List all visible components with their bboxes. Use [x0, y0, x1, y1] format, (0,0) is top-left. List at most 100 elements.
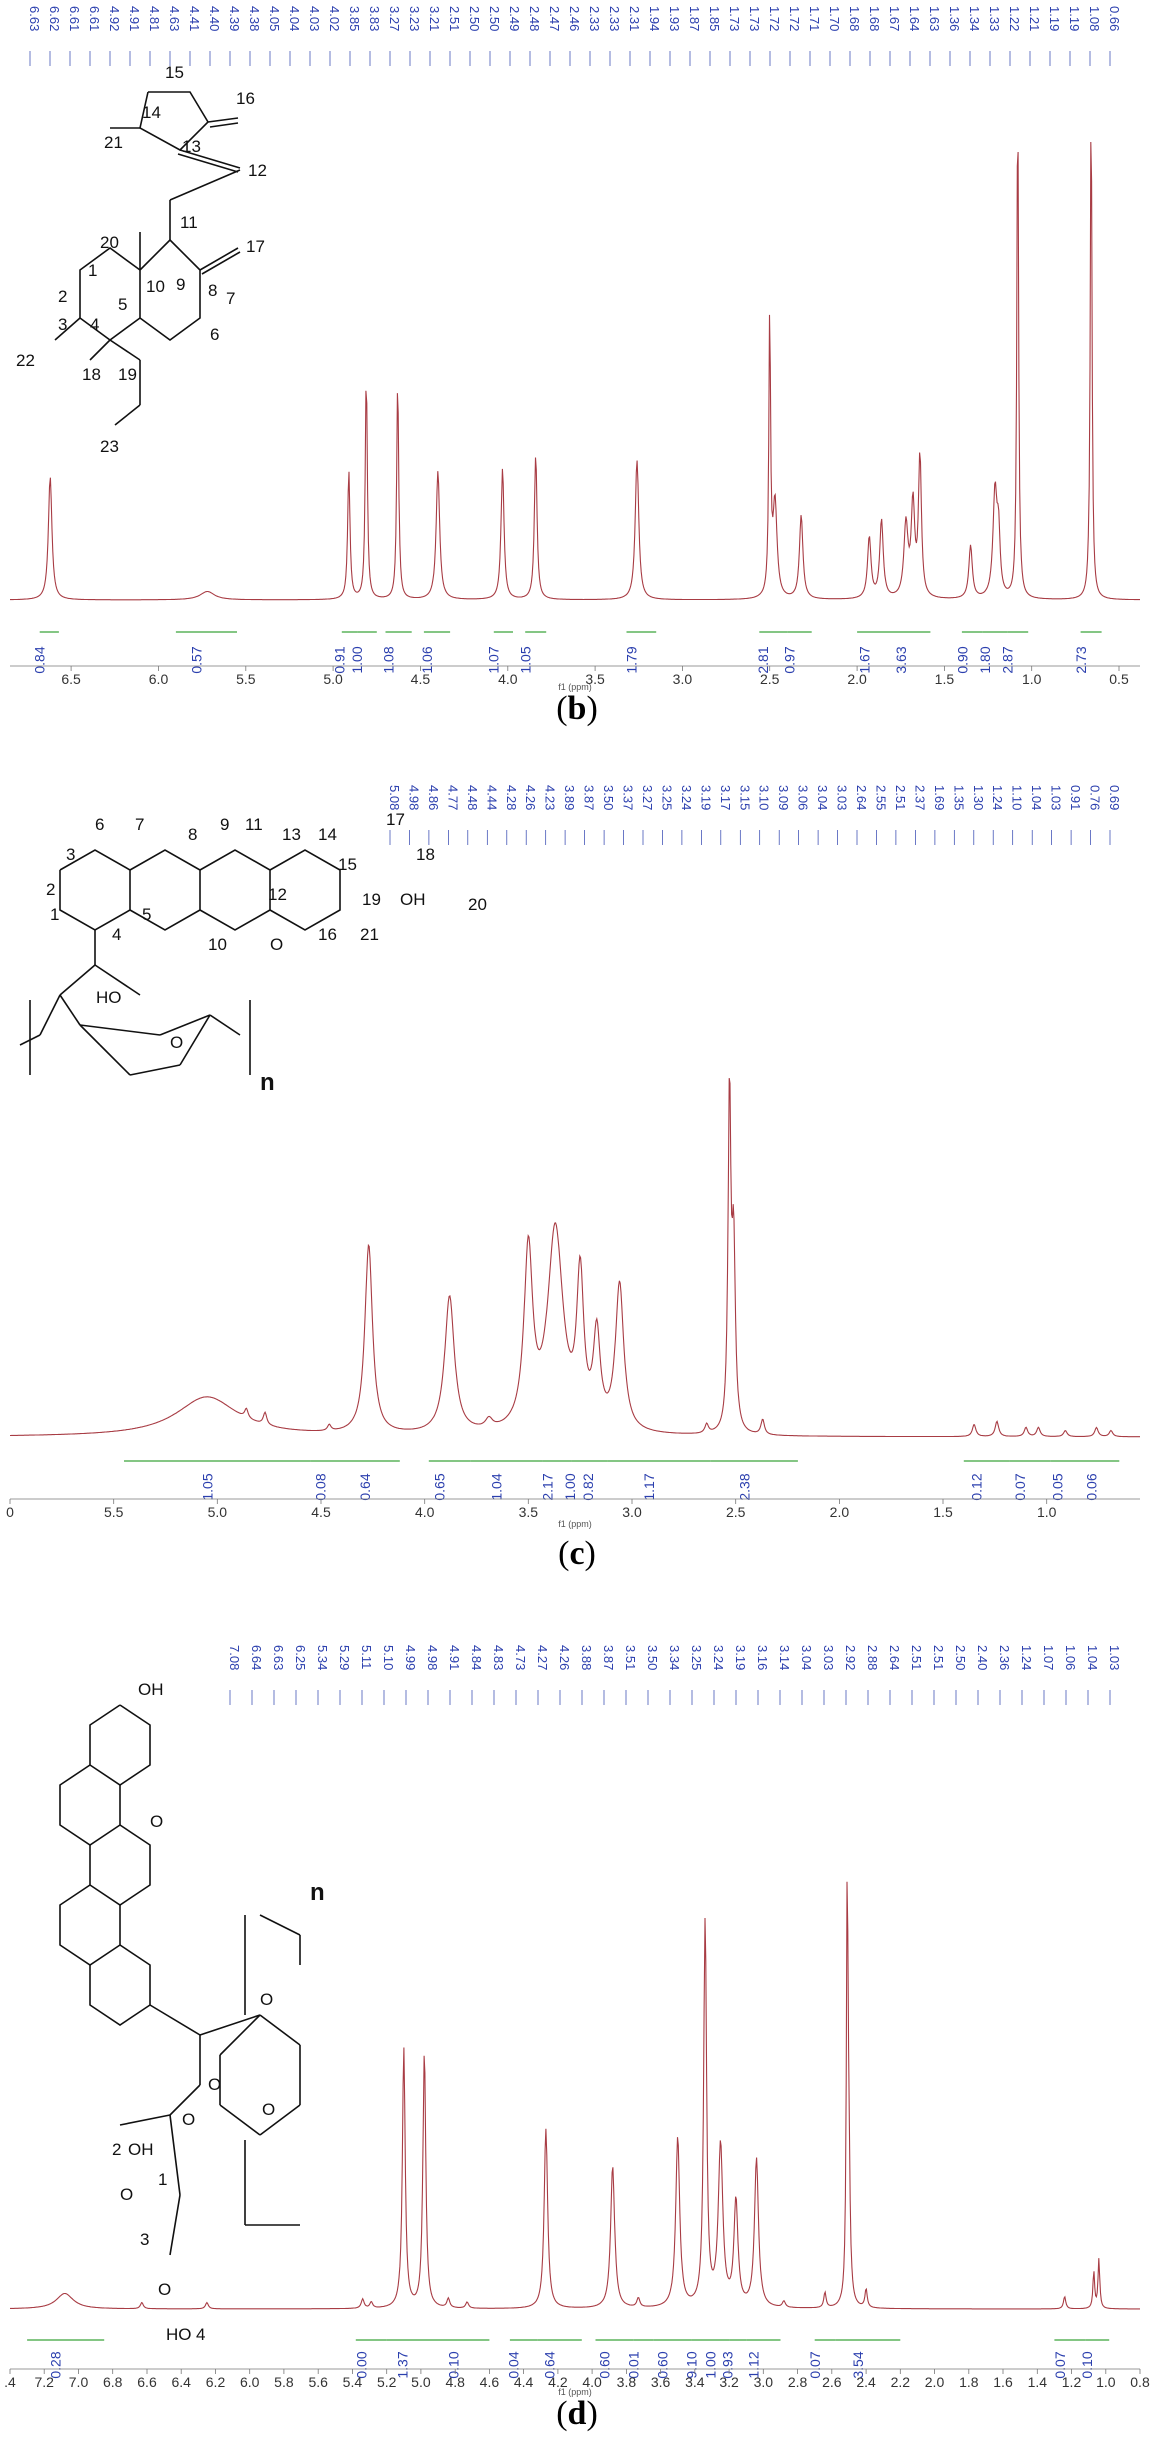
peak-label: 5.29 [337, 1645, 352, 1670]
peak-label: 1.24 [1019, 1645, 1034, 1670]
peak-label: 1.35 [951, 785, 966, 810]
x-tick-label: 4.5 [411, 671, 431, 687]
atom-label: 12 [268, 885, 287, 904]
x-tick-label: 5.0 [411, 2374, 431, 2390]
atom-label: 19 [362, 890, 381, 909]
peak-label: 4.02 [327, 6, 342, 31]
peak-label: 4.98 [407, 785, 422, 810]
integral-value: 1.06 [419, 646, 435, 673]
atom-label: 11 [245, 815, 263, 834]
atom-label: 8 [188, 825, 197, 844]
x-tick-label: 3.0 [673, 671, 693, 687]
integral-value: 1.67 [857, 646, 873, 673]
peak-label: 1.93 [667, 6, 682, 31]
peak-label: 1.21 [1027, 6, 1042, 31]
integral-value: 0.82 [580, 1473, 596, 1500]
peak-label: 1.87 [687, 6, 702, 31]
peak-label: 4.91 [447, 1645, 462, 1670]
x-tick-label: 5.0 [323, 671, 343, 687]
peak-label: 2.31 [627, 6, 642, 31]
x-axis-label: f1 (ppm) [558, 682, 592, 692]
caption-b: (b) [556, 690, 598, 727]
peak-label: 5.34 [315, 1645, 330, 1670]
peak-label: 2.55 [874, 785, 889, 810]
peak-label: 3.50 [645, 1645, 660, 1670]
atom-label: 15 [338, 855, 357, 874]
peak-label: 1.73 [747, 6, 762, 31]
x-tick-label: 5.0 [208, 1504, 228, 1520]
integral-value: 0.07 [1052, 2351, 1068, 2378]
spectrum-panel-d: OH O n O O O O 2 OH 1 O 3 O HO 4 7.08 6.6… [0, 1595, 1154, 2452]
peak-label: 4.83 [491, 1645, 506, 1670]
atom-label: 18 [82, 365, 101, 384]
peak-label: 6.63 [271, 1645, 286, 1670]
integral-value: 0.60 [596, 2351, 612, 2378]
peak-label: 6.61 [67, 6, 82, 31]
peak-label: 2.92 [843, 1645, 858, 1670]
integral-value: 0.84 [31, 646, 47, 673]
x-axis-label: f1 (ppm) [558, 2387, 592, 2397]
peak-label: 6.62 [47, 6, 62, 31]
integral-value: 0.90 [954, 646, 970, 673]
peak-label: 3.09 [776, 785, 791, 810]
peak-label: 1.08 [1087, 6, 1102, 31]
peak-label: 1.71 [807, 6, 822, 31]
atom-label: 19 [118, 365, 137, 384]
atom-label: 18 [416, 845, 435, 864]
atom-label: 17 [386, 810, 405, 829]
x-tick-label: 4.0 [582, 2374, 602, 2390]
atom-label: 3 [66, 845, 75, 864]
integral-value: 0.07 [807, 2351, 823, 2378]
integral-value: 0.91 [332, 646, 348, 673]
integral-value: 2.87 [1000, 646, 1016, 673]
atom-label: 21 [360, 925, 379, 944]
spectrum-trace [10, 141, 1140, 601]
atom-label: 17 [246, 237, 265, 256]
integral-value: 1.80 [977, 646, 993, 673]
integral-value: 0.93 [720, 2351, 736, 2378]
peak-label: 4.48 [465, 785, 480, 810]
x-tick-label: 1.5 [933, 1504, 953, 1520]
x-tick-label: 4.0 [498, 671, 518, 687]
peak-label: 4.26 [523, 785, 538, 810]
atom-label: OH [400, 890, 426, 909]
integral-value: 1.17 [641, 1473, 657, 1500]
x-tick-label: 3.0 [622, 1504, 642, 1520]
peak-label: 3.03 [821, 1645, 836, 1670]
x-tick-label: 3.5 [585, 671, 605, 687]
peak-label: 0.91 [1068, 785, 1083, 810]
peak-label: 4.91 [127, 6, 142, 31]
peak-label: 2.50 [953, 1645, 968, 1670]
peak-label: 1.24 [990, 785, 1005, 810]
peak-label: 7.08 [227, 1645, 242, 1670]
x-tick-label: 6.8 [103, 2374, 123, 2390]
atom-label: 1 [158, 2170, 167, 2189]
x-tick-label: 2.6 [822, 2374, 842, 2390]
x-tick-label: 5.4 [343, 2374, 363, 2390]
peak-label: 1.73 [727, 6, 742, 31]
atom-label: n [310, 1879, 325, 1906]
peak-label: 4.86 [426, 785, 441, 810]
structure-b-labels: 15 16 14 13 12 11 20 9 8 17 10 1 2 3 4 5… [16, 63, 267, 456]
x-tick-label: 3.0 [754, 2374, 774, 2390]
peak-label: 4.77 [445, 785, 460, 810]
integral-value: 0.01 [626, 2351, 642, 2378]
x-tick-label: 1.8 [959, 2374, 979, 2390]
atom-label: 5 [118, 295, 127, 314]
atom-label: 14 [142, 103, 161, 122]
atom-label: 2 [58, 287, 67, 306]
peak-label: 4.03 [307, 6, 322, 31]
peak-label: 1.04 [1085, 1645, 1100, 1670]
structure-c [19, 849, 341, 1076]
x-tick-label: 0.5 [1109, 671, 1129, 687]
spectrum-panel-c: 6 7 8 9 11 13 14 17 18 3 15 2 12 19 OH 2… [0, 735, 1154, 1595]
peak-label: 4.99 [403, 1645, 418, 1670]
atom-label: n [260, 1069, 275, 1096]
x-tick-label: 2.4 [856, 2374, 876, 2390]
atom-label: O [158, 2280, 171, 2299]
peak-label: 3.87 [582, 785, 597, 810]
integral-value: 9.10 [684, 2351, 700, 2378]
atom-label: 13 [182, 137, 201, 156]
atom-label: 20 [468, 895, 487, 914]
peak-label: 3.34 [667, 1645, 682, 1670]
